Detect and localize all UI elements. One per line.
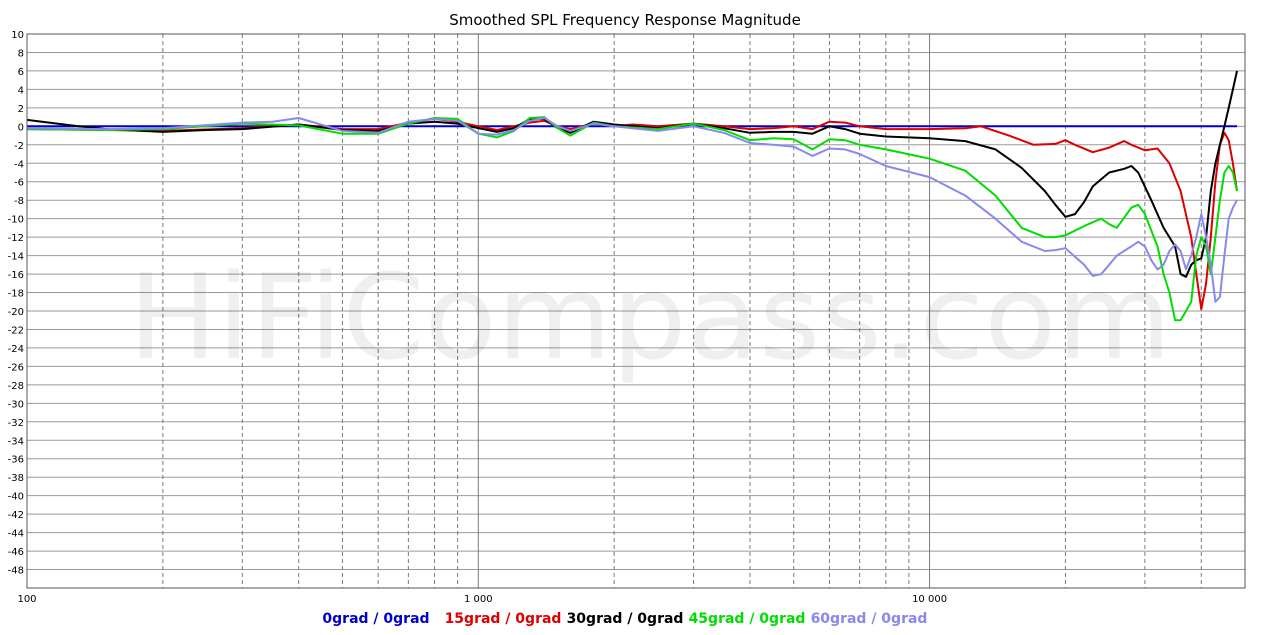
y-tick-label: -46 bbox=[8, 547, 24, 558]
y-tick-label: 6 bbox=[18, 67, 24, 78]
watermark-text: HiFiCompass.com bbox=[129, 248, 1172, 386]
y-tick-label: -10 bbox=[8, 215, 24, 226]
x-tick-label: 100 bbox=[17, 594, 36, 605]
chart-title: Smoothed SPL Frequency Response Magnitud… bbox=[449, 11, 801, 29]
y-tick-label: -20 bbox=[8, 307, 24, 318]
y-tick-label: -4 bbox=[14, 159, 24, 170]
x-tick-label: 1 000 bbox=[464, 594, 493, 605]
legend: 0grad / 0grad 15grad / 0grad 30grad / 0gra… bbox=[322, 611, 927, 627]
y-tick-label: -2 bbox=[14, 141, 24, 152]
y-tick-label: 4 bbox=[18, 85, 24, 96]
y-tick-label: -40 bbox=[8, 492, 24, 503]
y-tick-label: -32 bbox=[8, 418, 24, 429]
y-tick-label: -48 bbox=[8, 566, 24, 577]
series-line-4 bbox=[26, 117, 1238, 303]
x-tick-label: 10 000 bbox=[912, 594, 947, 605]
y-tick-label: 10 bbox=[11, 30, 24, 41]
y-tick-label: -24 bbox=[8, 344, 24, 355]
y-axis: 10 8 6 4 2 0 -2 -4 -6 -8 -10 -12 -14 -16 -18 -20 -22 -24 -… bbox=[8, 30, 24, 577]
y-tick-label: -30 bbox=[8, 399, 24, 410]
y-tick-label: -38 bbox=[8, 473, 24, 484]
y-tick-label: -16 bbox=[8, 270, 24, 281]
y-tick-label: -14 bbox=[8, 252, 24, 263]
y-tick-label: -34 bbox=[8, 436, 24, 447]
series-lines bbox=[26, 70, 1238, 322]
y-tick-label: -8 bbox=[14, 196, 24, 207]
y-tick-label: -12 bbox=[8, 233, 24, 244]
plot-border bbox=[26, 33, 1246, 589]
y-tick-label: -36 bbox=[8, 455, 24, 466]
plot-frame bbox=[26, 33, 1246, 589]
y-tick-label: 8 bbox=[18, 48, 24, 59]
legend-entry-4: 60grad / 0grad bbox=[811, 611, 928, 627]
legend-entry-3: 45grad / 0grad bbox=[689, 611, 806, 627]
legend-entry-2: 30grad / 0grad bbox=[567, 611, 684, 627]
legend-entry-1: 15grad / 0grad bbox=[445, 611, 562, 627]
x-axis: 100 1 000 10 000 bbox=[17, 594, 947, 605]
y-tick-label: -26 bbox=[8, 362, 24, 373]
y-tick-label: -18 bbox=[8, 289, 24, 300]
y-tick-label: -22 bbox=[8, 325, 24, 336]
y-tick-label: -6 bbox=[14, 178, 24, 189]
series-line-1 bbox=[26, 117, 1238, 311]
y-tick-label: -44 bbox=[8, 529, 24, 540]
y-tick-label: 2 bbox=[18, 104, 24, 115]
y-tick-label: 0 bbox=[18, 122, 24, 133]
y-tick-label: -28 bbox=[8, 381, 24, 392]
series-line-2 bbox=[26, 70, 1238, 278]
y-tick-label: -42 bbox=[8, 510, 24, 521]
legend-entry-0: 0grad / 0grad bbox=[322, 611, 429, 627]
